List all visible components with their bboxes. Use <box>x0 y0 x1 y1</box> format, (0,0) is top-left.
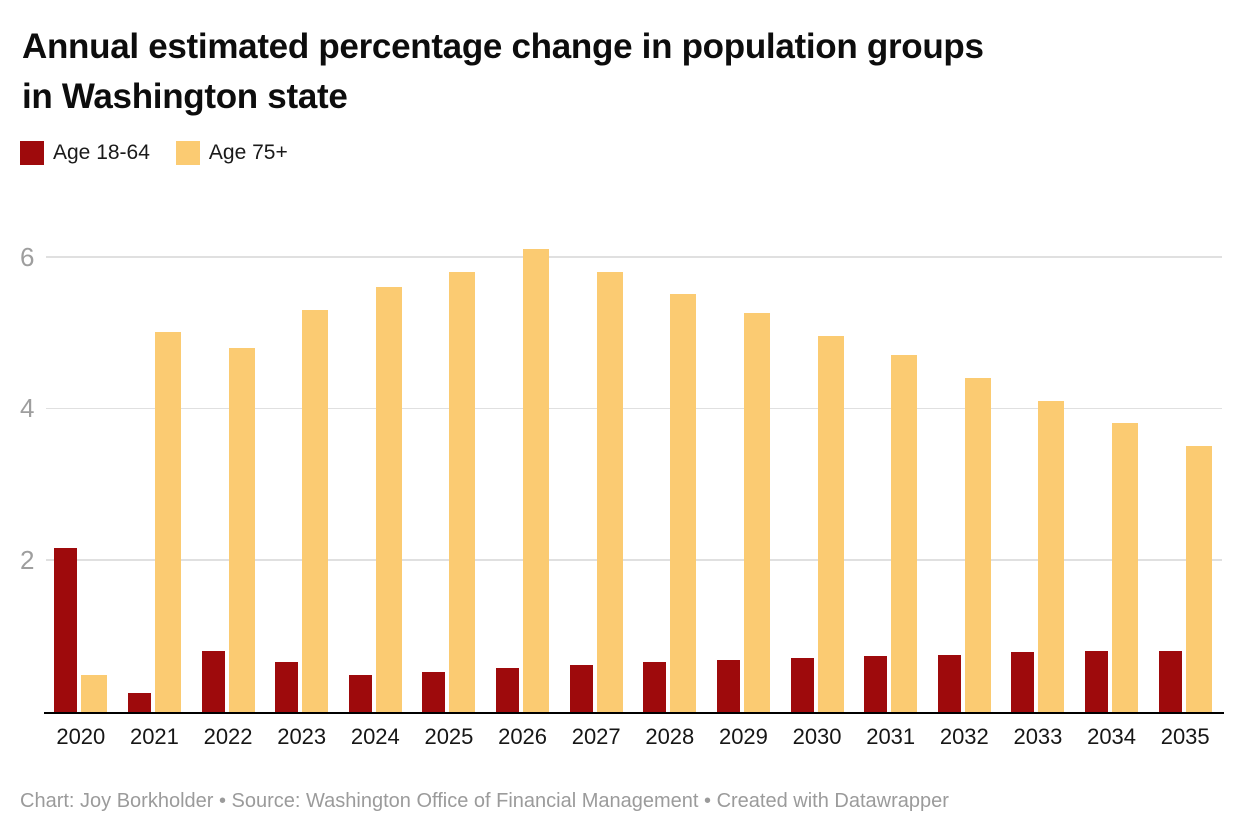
chart-title: Annual estimated percentage change in po… <box>22 22 984 122</box>
bar-2030-age-18-64 <box>790 658 814 712</box>
bar-group-2034 <box>1075 232 1149 714</box>
x-tick-label-2033: 2033 <box>1013 724 1063 749</box>
bar-group-2022 <box>191 232 265 714</box>
x-tick-label-2031: 2031 <box>866 724 916 749</box>
bar-2021-age-75- <box>154 332 181 712</box>
bar-group-2023 <box>265 232 339 714</box>
bar-group-2030 <box>780 232 854 714</box>
legend-item-age-18-64: Age 18-64 <box>20 141 150 165</box>
bar-group-2027 <box>559 232 633 714</box>
footer-credit: Chart: Joy Borkholder • Source: Washingt… <box>20 790 949 812</box>
bar-2025-age-75- <box>449 271 476 712</box>
bar-group-2020 <box>44 232 118 714</box>
x-tick-label-2030: 2030 <box>792 724 842 749</box>
bar-2026-age-75- <box>523 248 550 712</box>
x-tick-label-2021: 2021 <box>129 724 179 749</box>
x-tick-label-2025: 2025 <box>424 724 474 749</box>
bar-2024-age-75- <box>375 286 402 712</box>
bar-2029-age-18-64 <box>716 659 740 712</box>
x-tick-label-2028: 2028 <box>645 724 695 749</box>
y-tick-label-4: 4 <box>20 393 35 424</box>
x-tick-label-2034: 2034 <box>1087 724 1137 749</box>
plot-area <box>44 232 1224 714</box>
x-axis-line <box>44 711 1224 714</box>
bar-2022-age-18-64 <box>201 650 225 712</box>
legend-item-age-75-: Age 75+ <box>175 141 288 165</box>
bar-2028-age-18-64 <box>643 662 667 712</box>
bar-2024-age-18-64 <box>348 675 372 712</box>
bar-group-2025 <box>412 232 486 714</box>
bar-2028-age-75- <box>670 294 697 712</box>
legend-swatch-icon <box>175 141 200 165</box>
x-tick-label-2035: 2035 <box>1160 724 1210 749</box>
bar-group-2032 <box>928 232 1002 714</box>
bar-2033-age-18-64 <box>1011 652 1035 712</box>
bar-2032-age-75- <box>964 377 991 712</box>
x-axis-tick-labels: 2020 2021 2022 2023 2024 2025 2026 2027 2028 2029… <box>44 724 1222 750</box>
bar-2029-age-75- <box>743 313 770 712</box>
bar-2032-age-18-64 <box>937 654 961 712</box>
bar-group-2029 <box>707 232 781 714</box>
gridline-2 <box>46 559 1222 561</box>
bar-group-2031 <box>854 232 928 714</box>
chart-title-line-2: in Washington state <box>22 77 348 116</box>
bar-group-2024 <box>339 232 413 714</box>
legend: Age 18-64 Age 75+ <box>20 141 288 165</box>
chart-title-line-1: Annual estimated percentage change in po… <box>22 27 984 66</box>
bar-2023-age-18-64 <box>275 662 299 712</box>
bar-group-2028 <box>633 232 707 714</box>
bar-group-2026 <box>486 232 560 714</box>
bar-2031-age-18-64 <box>864 656 888 712</box>
bar-group-2035 <box>1148 232 1222 714</box>
bar-2035-age-75- <box>1185 446 1212 712</box>
legend-label: Age 18-64 <box>53 141 150 164</box>
bar-2034-age-18-64 <box>1085 650 1109 712</box>
x-tick-label-2026: 2026 <box>498 724 548 749</box>
bar-group-2033 <box>1001 232 1075 714</box>
bar-2021-age-18-64 <box>127 692 151 712</box>
x-tick-label-2022: 2022 <box>203 724 253 749</box>
bar-2034-age-75- <box>1112 423 1139 712</box>
x-tick-label-2020: 2020 <box>56 724 106 749</box>
bar-2020-age-75- <box>81 675 108 712</box>
x-tick-label-2023: 2023 <box>277 724 327 749</box>
y-tick-label-6: 6 <box>20 241 35 272</box>
gridline-6 <box>46 256 1222 258</box>
bar-2026-age-18-64 <box>496 667 520 712</box>
bar-2025-age-18-64 <box>422 672 446 712</box>
bar-group-2021 <box>118 232 192 714</box>
x-tick-label-2027: 2027 <box>571 724 621 749</box>
bar-2035-age-18-64 <box>1158 650 1182 712</box>
bar-2031-age-75- <box>891 355 918 712</box>
legend-swatch-icon <box>20 141 44 165</box>
bar-series-container <box>44 232 1222 714</box>
x-tick-label-2029: 2029 <box>718 724 768 749</box>
bar-2022-age-75- <box>228 347 255 712</box>
bar-2027-age-75- <box>596 271 623 712</box>
legend-label: Age 75+ <box>208 141 288 164</box>
bar-2030-age-75- <box>817 336 844 712</box>
bar-2020-age-18-64 <box>54 548 78 712</box>
bar-2023-age-75- <box>302 309 329 712</box>
bar-2027-age-18-64 <box>569 664 593 712</box>
gridline-4 <box>46 407 1222 410</box>
x-tick-label-2032: 2032 <box>939 724 989 749</box>
y-tick-label-2: 2 <box>20 544 35 575</box>
x-tick-label-2024: 2024 <box>350 724 400 749</box>
bar-2033-age-75- <box>1038 400 1065 712</box>
